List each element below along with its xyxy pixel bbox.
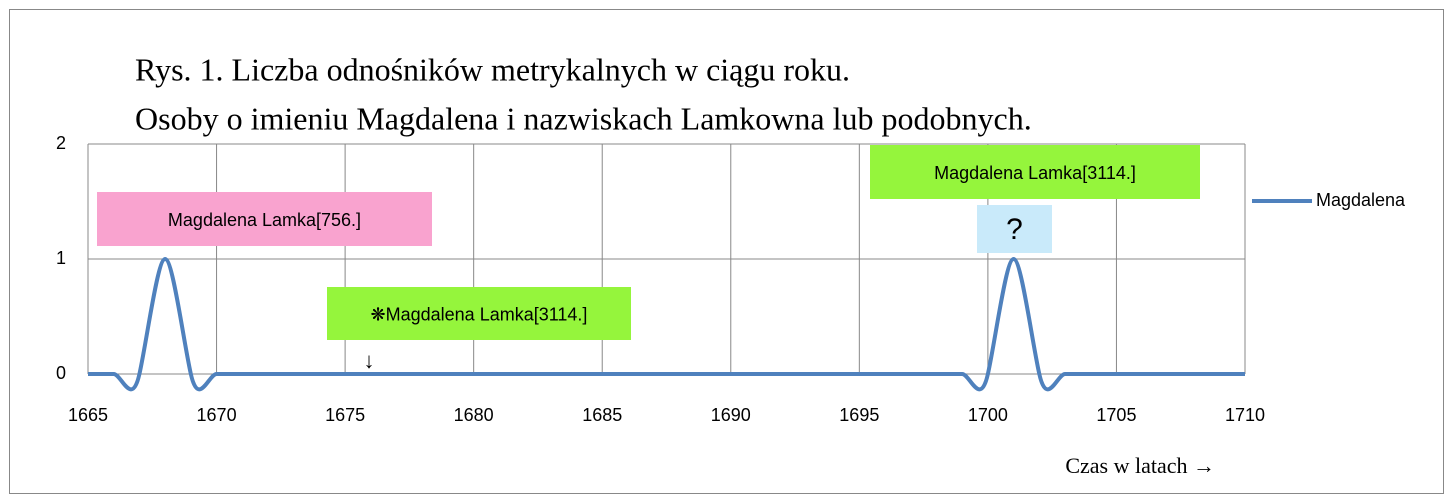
data-line xyxy=(87,257,1246,392)
annotation: Magdalena Lamka[756.] xyxy=(168,210,361,230)
legend-label: Magdalena xyxy=(1316,190,1406,210)
annotation: ? xyxy=(1006,213,1023,246)
annotation-box xyxy=(977,205,1052,253)
chart-title: Rys. 1. Liczba odnośników metrykalnych w… xyxy=(135,51,850,87)
x-axis-label: Czas w latach → xyxy=(1065,453,1215,478)
annotation: ↓ xyxy=(364,348,375,373)
x-tick-label: 1700 xyxy=(968,405,1008,425)
y-tick-label: 1 xyxy=(56,248,66,268)
x-tick-label: 1705 xyxy=(1096,405,1136,425)
x-tick-label: 1695 xyxy=(839,405,879,425)
annotation: Magdalena Lamka[3114.] xyxy=(934,163,1136,183)
annotation: ❋Magdalena Lamka[3114.] xyxy=(371,304,588,324)
chart-frame xyxy=(9,9,1444,494)
x-tick-label: 1690 xyxy=(711,405,751,425)
annotation-box xyxy=(327,287,631,340)
x-tick-label: 1675 xyxy=(325,405,365,425)
chart-title: Osoby o imieniu Magdalena i nazwiskach L… xyxy=(135,100,1032,136)
x-tick-label: 1670 xyxy=(197,405,237,425)
y-tick-label: 0 xyxy=(56,363,66,383)
annotation-box xyxy=(97,192,432,246)
annotation-box xyxy=(870,145,1200,199)
y-tick-label: 2 xyxy=(56,133,66,153)
x-tick-label: 1710 xyxy=(1225,405,1265,425)
x-tick-label: 1680 xyxy=(454,405,494,425)
x-tick-label: 1685 xyxy=(582,405,622,425)
x-tick-label: 1665 xyxy=(68,405,108,425)
